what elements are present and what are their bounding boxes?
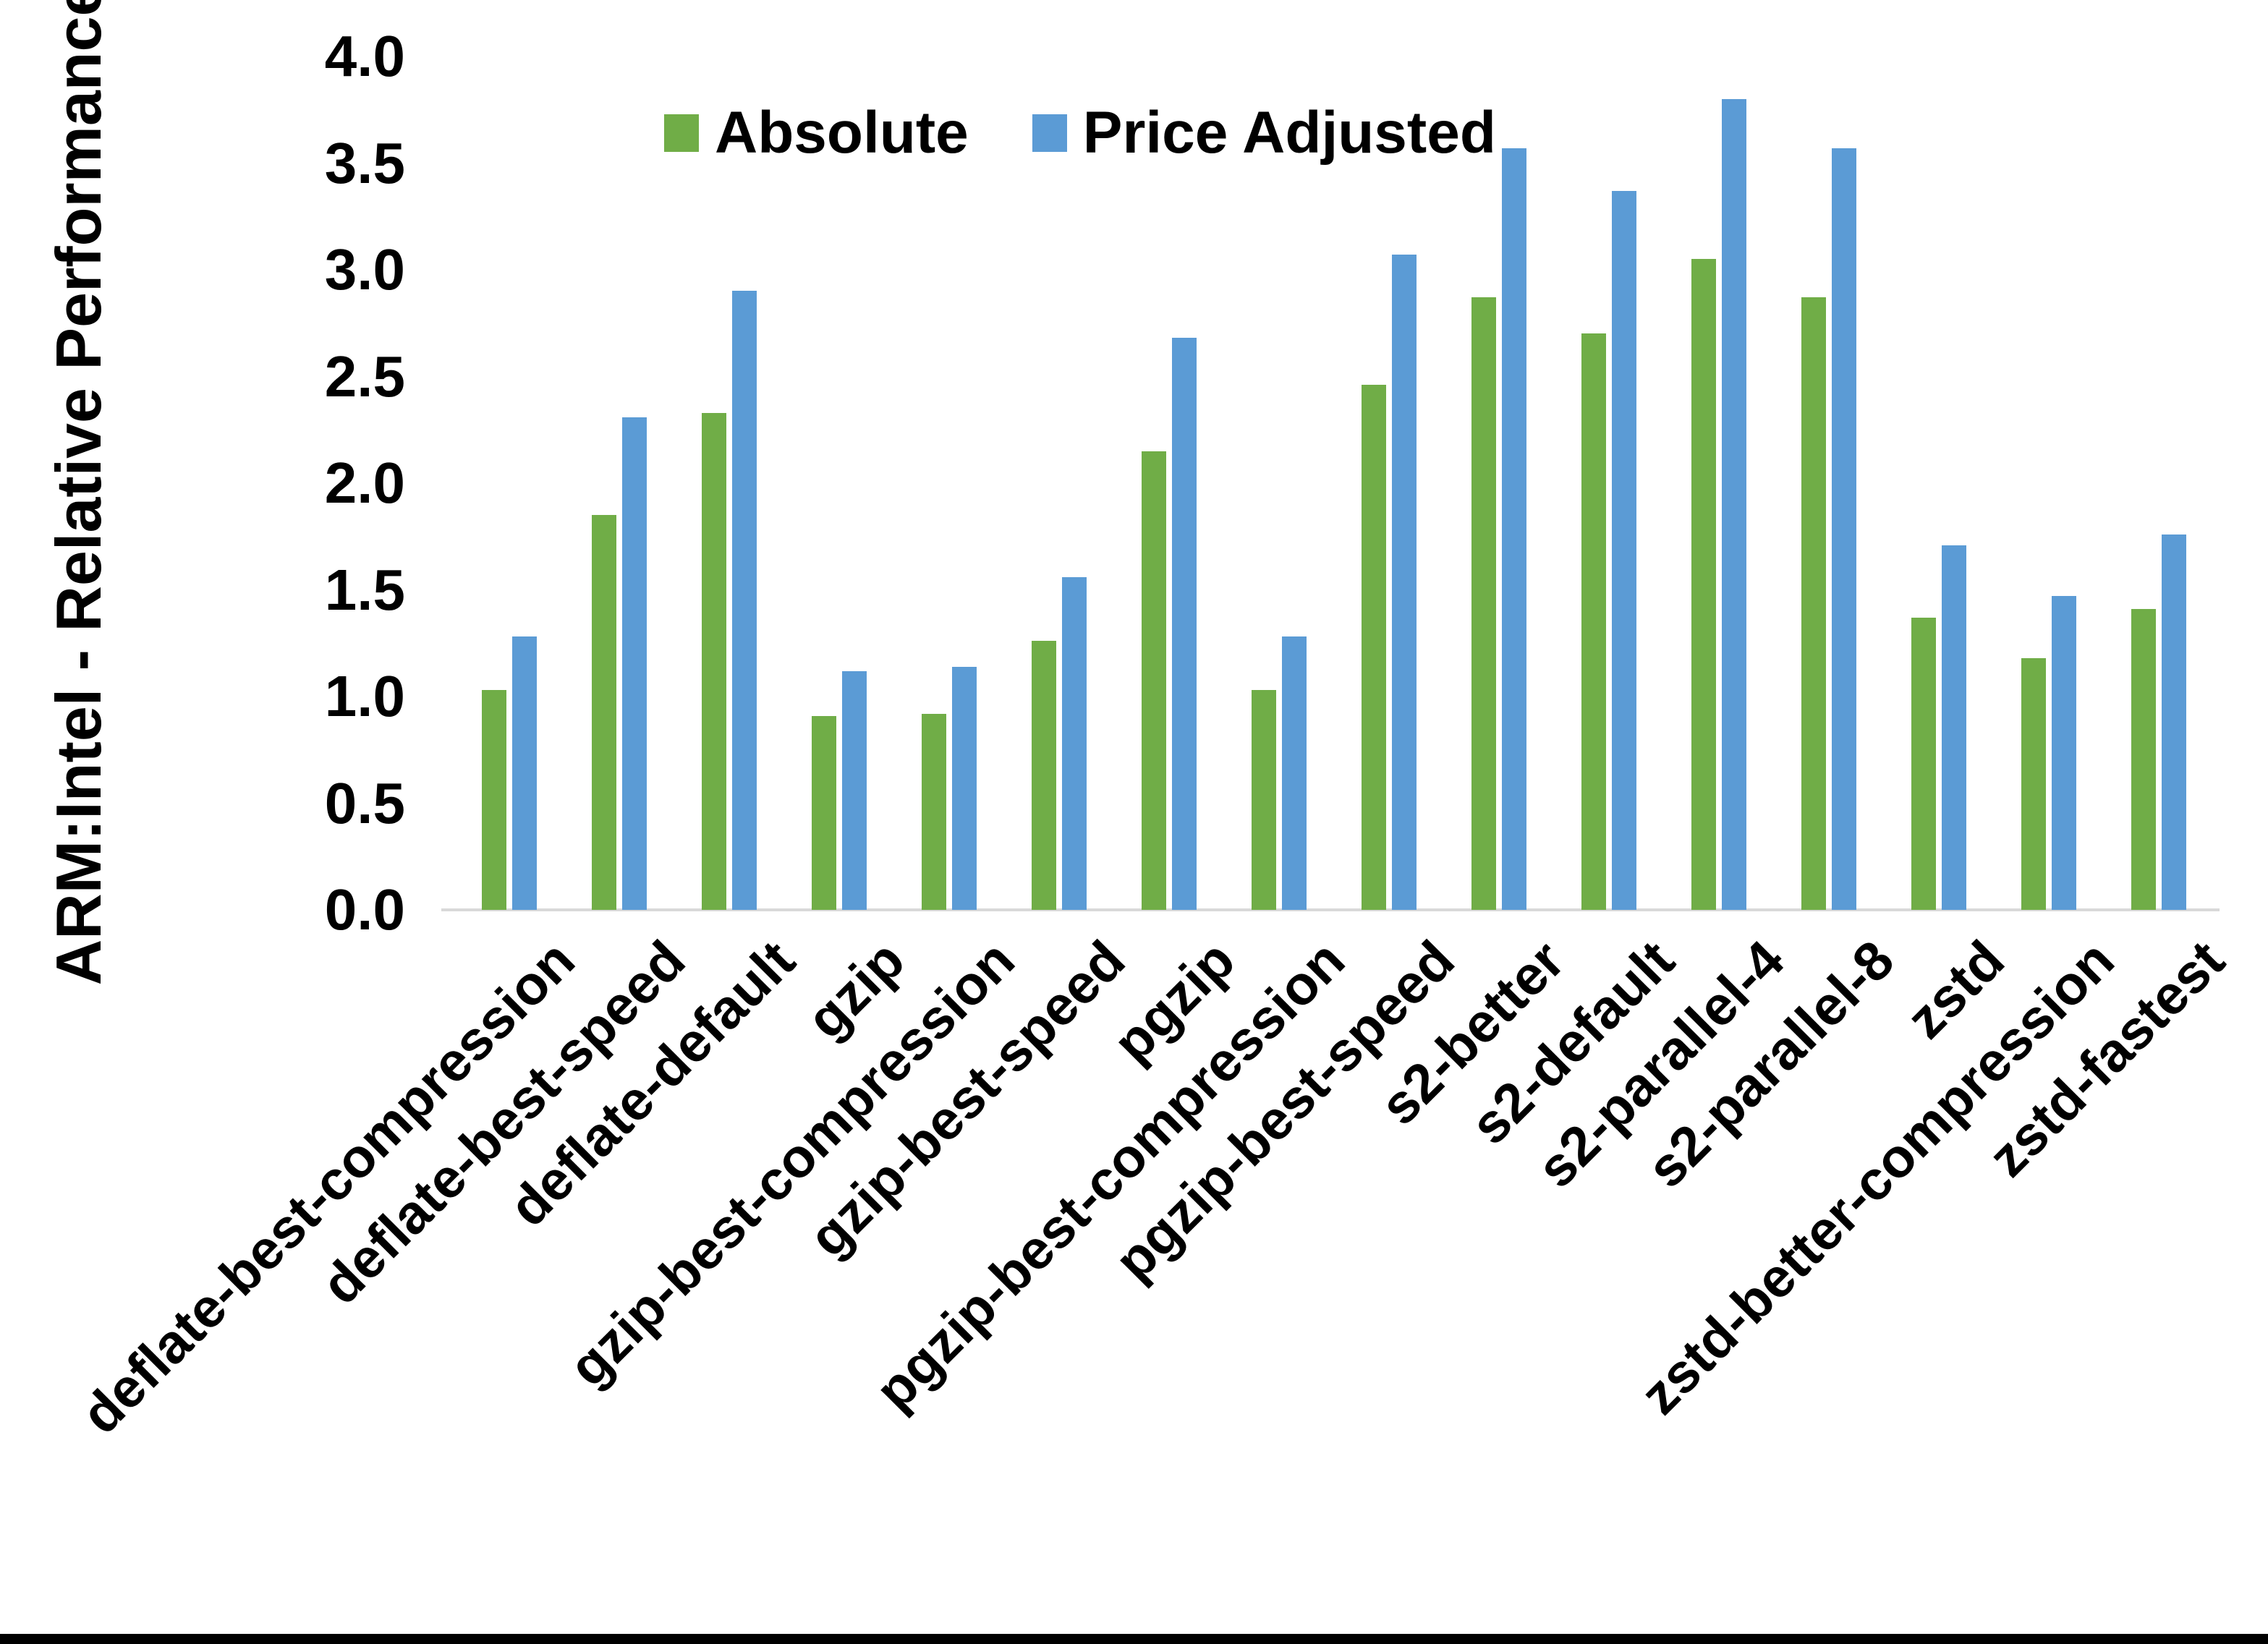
bar-absolute [1691, 259, 1716, 910]
bar-price-adjusted [1172, 338, 1197, 910]
y-tick-label: 2.5 [324, 344, 405, 409]
bar-price-adjusted [1722, 99, 1746, 910]
bar-price-adjusted [2162, 534, 2186, 910]
x-axis-line [441, 908, 2220, 911]
y-tick-label: 3.5 [324, 130, 405, 195]
bar-absolute [812, 716, 836, 910]
legend-item: Absolute [664, 99, 969, 167]
y-axis-title: ARM:Intel - Relative Performance [43, 0, 114, 986]
bar-absolute [2021, 658, 2046, 910]
y-tick-label: 3.0 [324, 237, 405, 302]
bar-absolute [1362, 385, 1386, 910]
bar-absolute [2131, 609, 2156, 910]
bar-price-adjusted [1502, 148, 1526, 910]
y-tick-label: 1.5 [324, 557, 405, 622]
y-tick-label: 0.0 [324, 877, 405, 942]
bar-absolute [702, 413, 726, 910]
y-tick-label: 2.0 [324, 451, 405, 515]
legend: Absolute Price Adjusted [664, 99, 1496, 167]
bar-price-adjusted [1832, 148, 1856, 910]
y-tick-label: 0.5 [324, 770, 405, 835]
legend-label: Price Adjusted [1082, 100, 1496, 166]
bar-absolute [1142, 451, 1166, 910]
bar-price-adjusted [842, 671, 867, 910]
bar-price-adjusted [1392, 255, 1417, 910]
bar-price-adjusted [2052, 596, 2076, 910]
bar-price-adjusted [1612, 191, 1636, 910]
bar-price-adjusted [1282, 636, 1307, 910]
bar-absolute [1801, 297, 1826, 910]
legend-swatch-icon [1032, 114, 1067, 152]
bar-price-adjusted [732, 291, 757, 910]
bar-absolute [922, 714, 946, 910]
bottom-border [0, 1634, 2268, 1644]
legend-swatch-icon [664, 114, 699, 152]
bar-absolute [1032, 641, 1056, 910]
bar-price-adjusted [512, 636, 537, 910]
legend-label: Absolute [715, 100, 969, 166]
bar-absolute [1911, 618, 1936, 910]
legend-item: Price Adjusted [1032, 99, 1496, 167]
bar-price-adjusted [622, 417, 647, 910]
bar-absolute [592, 515, 616, 910]
bar-price-adjusted [952, 667, 977, 910]
bar-absolute [1471, 297, 1496, 910]
bar-price-adjusted [1942, 545, 1966, 910]
bar-absolute [482, 690, 506, 910]
bar-absolute [1252, 690, 1276, 910]
bar-price-adjusted [1062, 577, 1087, 910]
y-tick-label: 1.0 [324, 664, 405, 728]
y-tick-label: 4.0 [324, 24, 405, 88]
bar-absolute [1581, 333, 1606, 910]
